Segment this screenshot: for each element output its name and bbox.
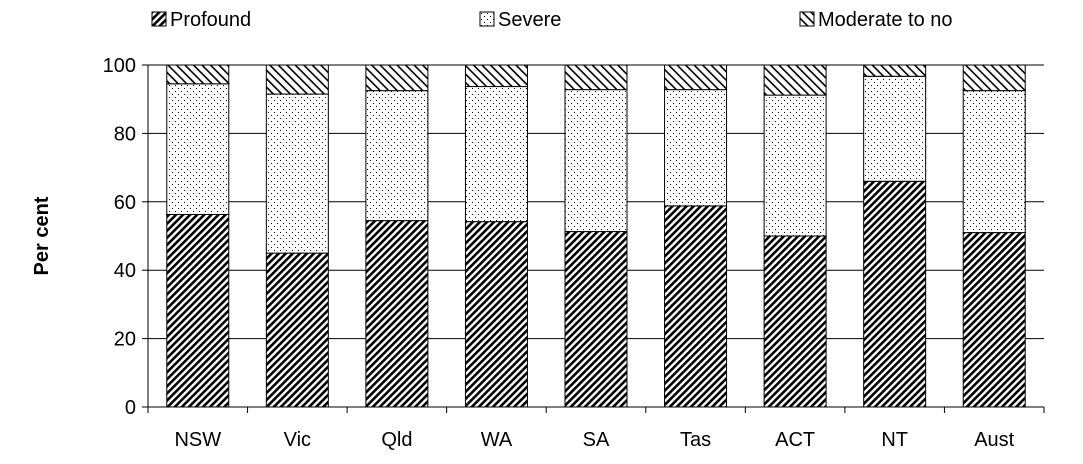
bar-segment bbox=[265, 64, 329, 95]
x-tick-label: NSW bbox=[174, 429, 221, 451]
y-tick-label: 100 bbox=[103, 55, 136, 77]
bar-segment bbox=[863, 75, 927, 182]
bar-segment bbox=[664, 64, 728, 91]
bar-segment bbox=[962, 64, 1026, 92]
bar-segment bbox=[265, 252, 329, 408]
x-tick-label: Vic bbox=[284, 429, 311, 451]
y-axis-ticks: 0 20 40 60 80 100 bbox=[103, 55, 148, 419]
bar-segment bbox=[365, 90, 429, 222]
legend-swatch bbox=[799, 11, 815, 27]
bar-segment bbox=[464, 221, 528, 408]
bar-segment bbox=[763, 235, 827, 408]
bar-segment bbox=[166, 213, 230, 408]
bar-segment bbox=[564, 89, 628, 233]
bar-segment bbox=[564, 64, 628, 91]
bar-segment bbox=[962, 90, 1026, 234]
legend-label: Severe bbox=[498, 9, 561, 31]
x-tick-label: NT bbox=[881, 429, 908, 451]
x-tick-label: Qld bbox=[381, 429, 412, 451]
x-tick-label: ACT bbox=[775, 429, 815, 451]
x-tick-label: WA bbox=[481, 429, 513, 451]
bar-segment bbox=[365, 220, 429, 408]
bar-segment bbox=[863, 64, 927, 77]
x-tick-label: Tas bbox=[680, 429, 711, 451]
bar-segment bbox=[664, 89, 728, 207]
axes bbox=[147, 65, 1044, 408]
legend-label: Moderate to no bbox=[818, 9, 953, 31]
legend-label: Profound bbox=[170, 9, 251, 31]
x-axis-ticks: NSW Vic Qld WA SA Tas ACT NT Aust bbox=[147, 407, 1045, 451]
bar-segment bbox=[962, 232, 1026, 408]
bars bbox=[166, 64, 1026, 408]
y-axis-label: Per cent bbox=[31, 196, 53, 275]
bar-segment bbox=[365, 64, 429, 92]
bar-segment bbox=[863, 180, 927, 408]
x-tick-label: Aust bbox=[974, 429, 1014, 451]
legend: Profound Severe Moderate to no bbox=[151, 9, 953, 31]
bar-segment bbox=[564, 231, 628, 408]
y-tick-label: 0 bbox=[125, 397, 136, 419]
legend-swatch bbox=[479, 11, 495, 27]
bar-segment bbox=[265, 93, 329, 254]
bar-segment bbox=[464, 64, 528, 88]
y-tick-label: 40 bbox=[114, 260, 136, 282]
bar-segment bbox=[664, 205, 728, 408]
bar-segment bbox=[166, 64, 230, 85]
y-tick-label: 80 bbox=[114, 123, 136, 145]
bar-segment bbox=[763, 94, 827, 237]
y-tick-label: 20 bbox=[114, 329, 136, 351]
y-tick-label: 60 bbox=[114, 192, 136, 214]
bar-segment bbox=[464, 86, 528, 223]
x-tick-label: SA bbox=[583, 429, 610, 451]
legend-swatch bbox=[151, 11, 167, 27]
bar-segment bbox=[763, 64, 827, 96]
bar-segment bbox=[166, 83, 230, 215]
